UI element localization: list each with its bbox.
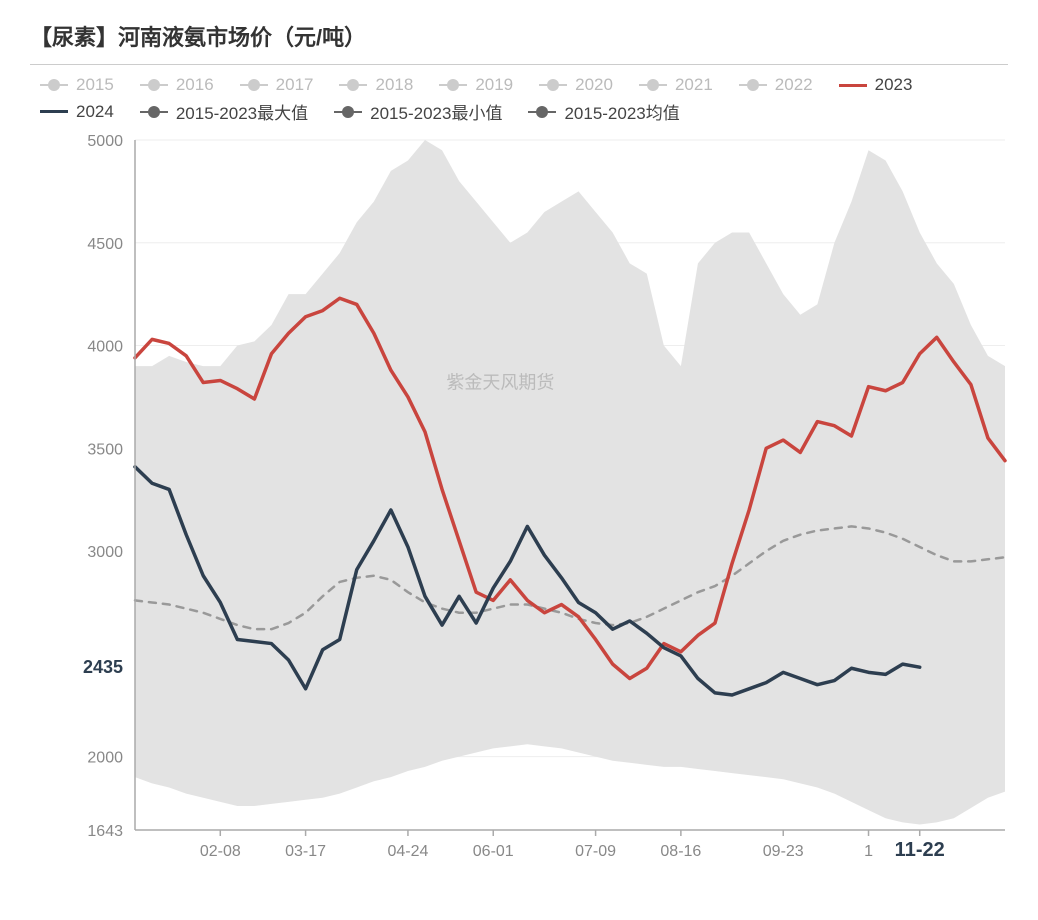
x-tick-label: 02-08 — [200, 843, 241, 860]
watermark: 紫金天风期货 — [446, 372, 554, 392]
x-tick-label: 07-09 — [575, 843, 616, 860]
y-tick-label: 5000 — [87, 133, 123, 150]
legend-label: 2015-2023最小值 — [370, 99, 502, 124]
legend-item-2015-2023均值[interactable]: 2015-2023均值 — [528, 99, 679, 124]
legend-marker — [240, 78, 268, 92]
legend-label: 2017 — [276, 75, 314, 95]
y-tick-label: 4500 — [87, 236, 123, 253]
legend-item-2015[interactable]: 2015 — [40, 75, 114, 95]
legend-item-2015-2023最小值[interactable]: 2015-2023最小值 — [334, 99, 502, 124]
legend-item-2018[interactable]: 2018 — [339, 75, 413, 95]
legend-item-2016[interactable]: 2016 — [140, 75, 214, 95]
legend-item-2024[interactable]: 2024 — [40, 99, 114, 124]
x-tick-label: 09-23 — [763, 843, 804, 860]
legend-item-2021[interactable]: 2021 — [639, 75, 713, 95]
legend-label: 2015-2023均值 — [564, 99, 679, 124]
legend-item-2020[interactable]: 2020 — [539, 75, 613, 95]
chart-title: 【尿素】河南液氨市场价（元/吨） — [30, 20, 1008, 52]
legend-label: 2019 — [475, 75, 513, 95]
legend-marker — [639, 78, 667, 92]
x-tick-label: 03-17 — [285, 843, 326, 860]
legend-item-2022[interactable]: 2022 — [739, 75, 813, 95]
legend-item-2015-2023最大值[interactable]: 2015-2023最大值 — [140, 99, 308, 124]
legend-marker — [439, 78, 467, 92]
legend-marker — [839, 84, 867, 87]
legend-label: 2015-2023最大值 — [176, 99, 308, 124]
y-tick-label: 3500 — [87, 441, 123, 458]
legend-item-2023[interactable]: 2023 — [839, 75, 913, 95]
legend-label: 2020 — [575, 75, 613, 95]
x-tick-label: 1 — [864, 843, 873, 860]
legend-label: 2024 — [76, 102, 114, 122]
title-divider — [30, 64, 1008, 65]
y-tick-label: 4000 — [87, 339, 123, 356]
legend-label: 2023 — [875, 75, 913, 95]
y-tick-label: 3000 — [87, 544, 123, 561]
legend-label: 2021 — [675, 75, 713, 95]
legend-label: 2016 — [176, 75, 214, 95]
legend-item-2017[interactable]: 2017 — [240, 75, 314, 95]
legend-marker — [528, 105, 556, 119]
legend-label: 2022 — [775, 75, 813, 95]
chart-svg: 5000 4500 4000 3500 3000 2435 2000 1643 紫金天风期货 02… — [30, 130, 1010, 870]
legend-marker — [140, 105, 168, 119]
x-tick-label: 04-24 — [387, 843, 428, 860]
legend-marker — [334, 105, 362, 119]
legend-label: 2018 — [375, 75, 413, 95]
y-tick-label: 2000 — [87, 750, 123, 767]
legend: 2015 2016 2017 2018 2019 2020 2021 2022 2023 2024… — [30, 75, 1008, 124]
legend-label: 2015 — [76, 75, 114, 95]
x-tick-label: 08-16 — [660, 843, 701, 860]
legend-marker — [539, 78, 567, 92]
y-tick-label: 2435 — [83, 657, 123, 677]
legend-item-2019[interactable]: 2019 — [439, 75, 513, 95]
chart-container: 5000 4500 4000 3500 3000 2435 2000 1643 紫金天风期货 02… — [30, 130, 1010, 870]
legend-marker — [339, 78, 367, 92]
x-tick-label: 06-01 — [473, 843, 514, 860]
legend-marker — [40, 110, 68, 113]
legend-marker — [739, 78, 767, 92]
x-tick-label: 11-22 — [895, 839, 945, 861]
y-tick-label: 1643 — [87, 823, 123, 840]
legend-marker — [40, 78, 68, 92]
legend-marker — [140, 78, 168, 92]
